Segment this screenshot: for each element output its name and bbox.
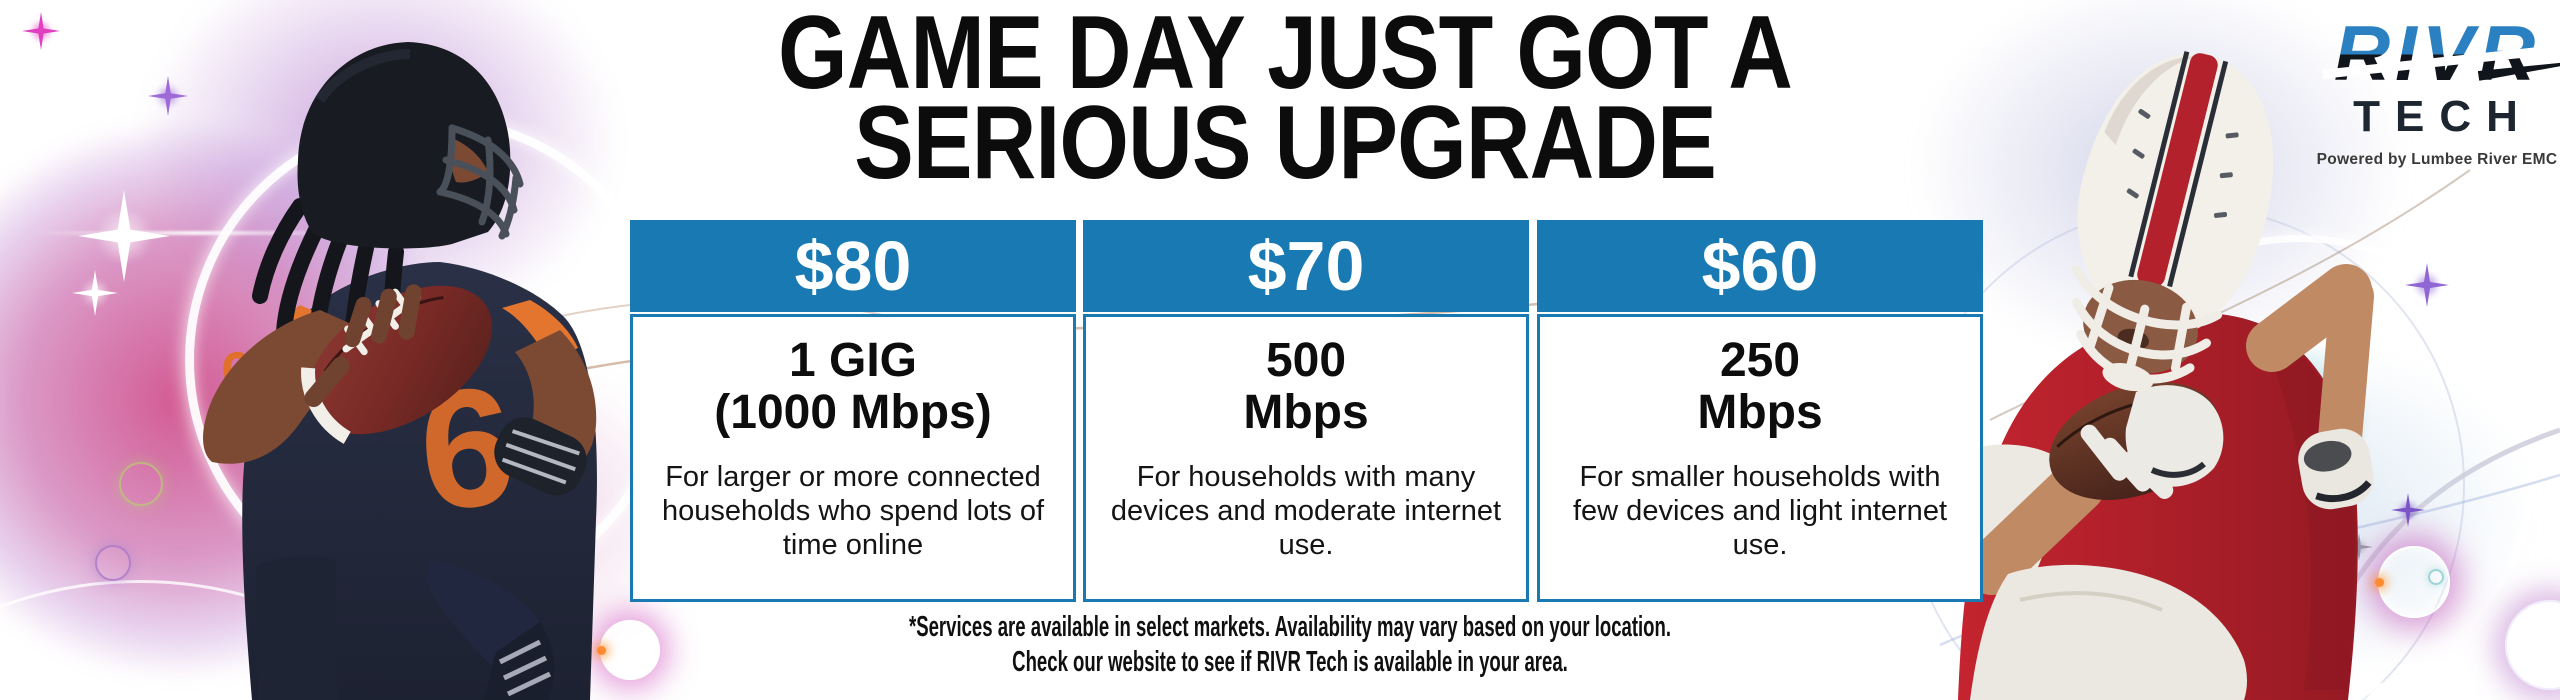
sock-stripes xyxy=(498,639,552,697)
plan-speed: 1 GIG (1000 Mbps) xyxy=(633,334,1073,440)
hand xyxy=(304,284,422,408)
plan-description: For larger or more connected households … xyxy=(661,460,1045,561)
plan-speed-secondary: (1000 Mbps) xyxy=(714,386,992,440)
helmet-vents xyxy=(2126,108,2239,218)
facemask xyxy=(2071,264,2223,384)
left-player-illustration: 6 6 xyxy=(203,42,597,700)
plan-card-250mbps: $60 250 Mbps For smaller households with… xyxy=(1537,220,1983,602)
headline: GAME DAY JUST GOT A SERIOUS UPGRADE xyxy=(709,0,1861,201)
plan-speed-primary: 500 xyxy=(1265,334,1347,387)
logo-sub: TECH xyxy=(2353,92,2533,141)
plan-speed-primary: 1 GIG xyxy=(788,334,918,387)
plan-card-1gig: $80 1 GIG (1000 Mbps) For larger or more… xyxy=(630,220,1076,602)
helmet xyxy=(2071,51,2274,392)
plan-description: For households with many devices and mod… xyxy=(1110,460,1502,561)
headline-line2: SERIOUS UPGRADE xyxy=(854,85,1717,201)
logo-tagline: Powered by Lumbee River EMC xyxy=(2316,151,2558,168)
plan-body: 250 Mbps For smaller households with few… xyxy=(1537,314,1983,602)
glove xyxy=(2080,385,2224,499)
glove xyxy=(494,417,587,496)
plan-speed-secondary: Mbps xyxy=(1697,386,1823,440)
helmet xyxy=(297,42,524,249)
plan-description: For smaller households with few devices … xyxy=(1573,460,1947,561)
disclaimer: *Services are available in select market… xyxy=(864,610,1715,680)
disclaimer-line1: *Services are available in select market… xyxy=(908,611,1672,643)
facemask xyxy=(436,124,524,240)
rivr-tech-logo: RIVR TECH Powered by Lumbee River EMC xyxy=(2312,14,2560,169)
glove xyxy=(2298,428,2374,510)
plan-body: 500 Mbps For households with many device… xyxy=(1083,314,1529,602)
arm xyxy=(1965,459,2105,595)
logo-wordmark: RIVR xyxy=(2322,14,2560,92)
disclaimer-line2: Check our website to see if RIVR Tech is… xyxy=(1012,646,1568,678)
plan-price: $60 xyxy=(1537,220,1983,312)
plan-card-500mbps: $70 500 Mbps For households with many de… xyxy=(1083,220,1529,602)
plan-body: 1 GIG (1000 Mbps) For larger or more con… xyxy=(630,314,1076,602)
plan-speed-secondary: Mbps xyxy=(1243,386,1369,440)
right-player-illustration xyxy=(1958,51,2374,700)
plan-speed: 500 Mbps xyxy=(1086,334,1526,440)
plan-speed: 250 Mbps xyxy=(1540,334,1980,440)
plan-price: $70 xyxy=(1083,220,1529,312)
plan-speed-primary: 250 xyxy=(1719,334,1801,387)
headline-line1: GAME DAY JUST GOT A xyxy=(777,0,1793,111)
plan-price: $80 xyxy=(630,220,1076,312)
